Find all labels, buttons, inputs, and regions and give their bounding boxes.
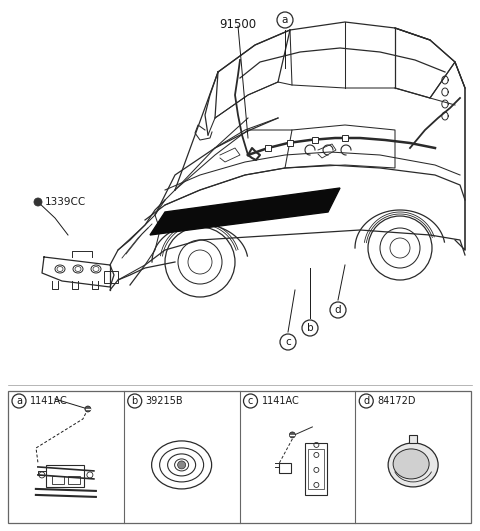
Circle shape bbox=[280, 334, 296, 350]
Text: 1141AC: 1141AC bbox=[262, 396, 299, 406]
Circle shape bbox=[289, 432, 295, 438]
Circle shape bbox=[359, 394, 373, 408]
Bar bbox=[68, 476, 80, 484]
Circle shape bbox=[128, 394, 142, 408]
Text: 1141AC: 1141AC bbox=[30, 396, 68, 406]
Bar bbox=[287, 140, 293, 146]
Circle shape bbox=[277, 12, 293, 28]
Text: 39215B: 39215B bbox=[146, 396, 183, 406]
Bar bbox=[279, 463, 291, 473]
Text: a: a bbox=[16, 396, 22, 406]
Circle shape bbox=[34, 198, 42, 206]
Circle shape bbox=[330, 302, 346, 318]
Circle shape bbox=[243, 394, 257, 408]
Text: 91500: 91500 bbox=[219, 18, 257, 31]
Bar bbox=[265, 145, 271, 151]
Text: 1339CC: 1339CC bbox=[45, 197, 86, 207]
Bar bbox=[308, 449, 324, 489]
Ellipse shape bbox=[393, 449, 429, 479]
Bar bbox=[342, 135, 348, 141]
Bar bbox=[104, 271, 118, 283]
Bar bbox=[52, 476, 64, 484]
Polygon shape bbox=[150, 188, 340, 235]
Text: 84172D: 84172D bbox=[377, 396, 416, 406]
Bar bbox=[8, 391, 471, 523]
Bar bbox=[305, 443, 327, 495]
Circle shape bbox=[178, 461, 186, 469]
Text: b: b bbox=[307, 323, 313, 333]
Text: b: b bbox=[132, 396, 138, 406]
Circle shape bbox=[302, 320, 318, 336]
Text: c: c bbox=[248, 396, 253, 406]
Ellipse shape bbox=[388, 443, 438, 487]
Polygon shape bbox=[409, 435, 417, 443]
Text: d: d bbox=[363, 396, 369, 406]
Text: a: a bbox=[282, 15, 288, 25]
Text: c: c bbox=[285, 337, 291, 347]
Bar bbox=[312, 137, 318, 143]
Circle shape bbox=[12, 394, 26, 408]
Circle shape bbox=[85, 406, 91, 412]
Text: d: d bbox=[335, 305, 341, 315]
Bar bbox=[46, 465, 84, 487]
